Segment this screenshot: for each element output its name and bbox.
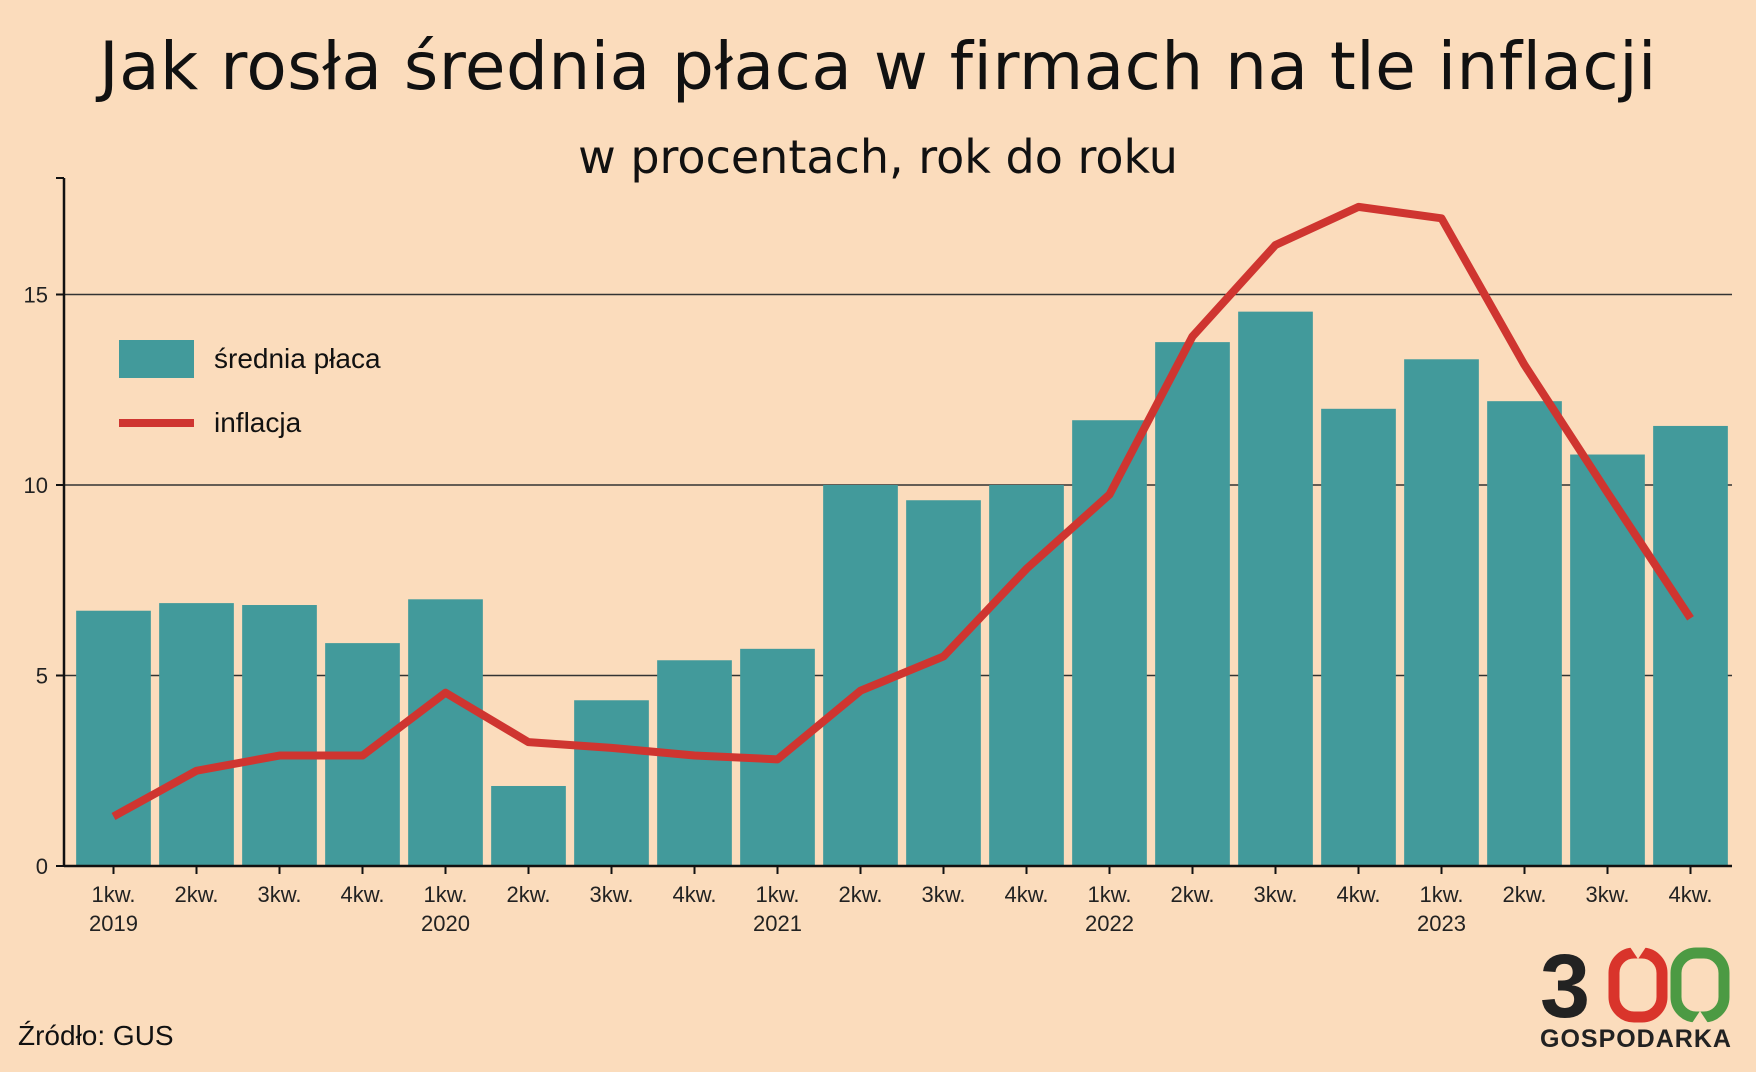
x-tick-label: 3kw. bbox=[1585, 882, 1629, 907]
bar bbox=[408, 599, 483, 866]
y-tick-label: 0 bbox=[36, 854, 48, 879]
bar bbox=[1487, 401, 1562, 866]
bars-series bbox=[76, 311, 1728, 866]
bar bbox=[1321, 408, 1396, 866]
source-note: Źródło: GUS bbox=[18, 1020, 174, 1051]
logo-digit-3: 3 bbox=[1540, 945, 1590, 1025]
logo-zero-green bbox=[1670, 947, 1730, 1023]
x-tick-label: 2kw. bbox=[1170, 882, 1214, 907]
legend-bar-swatch bbox=[119, 340, 194, 378]
x-tick-year-label: 2020 bbox=[421, 911, 470, 936]
bar bbox=[76, 610, 151, 866]
x-tick-year-label: 2021 bbox=[753, 911, 802, 936]
bar bbox=[1238, 311, 1313, 866]
x-tick-label: 3kw. bbox=[257, 882, 301, 907]
bar bbox=[242, 605, 317, 866]
x-tick-year-label: 2023 bbox=[1417, 911, 1466, 936]
x-tick-label: 3kw. bbox=[921, 882, 965, 907]
inflation-line bbox=[111, 202, 1694, 820]
bar bbox=[906, 500, 981, 866]
bar bbox=[574, 700, 649, 866]
x-tick-label: 4kw. bbox=[1668, 882, 1712, 907]
x-tick-label: 4kw. bbox=[1004, 882, 1048, 907]
line-series bbox=[111, 202, 1694, 820]
x-tick-label: 2kw. bbox=[174, 882, 218, 907]
bar bbox=[823, 485, 898, 866]
logo-digits: 3 bbox=[1540, 945, 1730, 1025]
x-tick-label: 3kw. bbox=[589, 882, 633, 907]
chart-subtitle: w procentach, rok do roku bbox=[578, 130, 1178, 184]
x-tick-year-label: 2019 bbox=[89, 911, 138, 936]
bar bbox=[657, 660, 732, 866]
x-tick-label: 1kw. bbox=[1419, 882, 1463, 907]
x-tick-label: 4kw. bbox=[340, 882, 384, 907]
y-tick-label: 15 bbox=[24, 283, 48, 308]
axes: 0 5 10 15 1kw. 2019 2kw. 3kw. 4kw. 1kw. 2020 2kw. 3k… bbox=[24, 177, 1732, 936]
x-tick-label: 4kw. bbox=[672, 882, 716, 907]
logo-zero-red bbox=[1608, 947, 1668, 1023]
y-tick-label: 10 bbox=[24, 473, 48, 498]
x-tick-label: 3kw. bbox=[1253, 882, 1297, 907]
x-tick-year-label: 2022 bbox=[1085, 911, 1134, 936]
legend: średnia płaca inflacja bbox=[119, 340, 381, 438]
x-tick-label: 1kw. bbox=[755, 882, 799, 907]
bar bbox=[1404, 359, 1479, 866]
x-tick-label: 2kw. bbox=[506, 882, 550, 907]
legend-line-label: inflacja bbox=[214, 407, 302, 438]
chart-title: Jak rosła średnia płaca w firmach na tle… bbox=[99, 28, 1657, 105]
bar bbox=[1570, 454, 1645, 866]
x-tick-label: 4kw. bbox=[1336, 882, 1380, 907]
logo-notch-green bbox=[1692, 1011, 1708, 1023]
bar bbox=[491, 785, 566, 866]
x-tick-label: 2kw. bbox=[1502, 882, 1546, 907]
bar bbox=[1653, 425, 1728, 866]
logo-wordmark: GOSPODARKA bbox=[1540, 1025, 1732, 1053]
bar bbox=[159, 603, 234, 866]
x-tick-label: 2kw. bbox=[838, 882, 882, 907]
bar bbox=[1155, 342, 1230, 866]
legend-bar-label: średnia płaca bbox=[214, 343, 381, 374]
x-tick-label: 1kw. bbox=[91, 882, 135, 907]
y-tick-label: 5 bbox=[36, 664, 48, 689]
x-tick-label: 1kw. bbox=[423, 882, 467, 907]
logo-notch-red bbox=[1630, 947, 1646, 959]
brand-logo: 3 GOSPODARKA bbox=[1540, 945, 1740, 1057]
x-tick-label: 1kw. bbox=[1087, 882, 1131, 907]
